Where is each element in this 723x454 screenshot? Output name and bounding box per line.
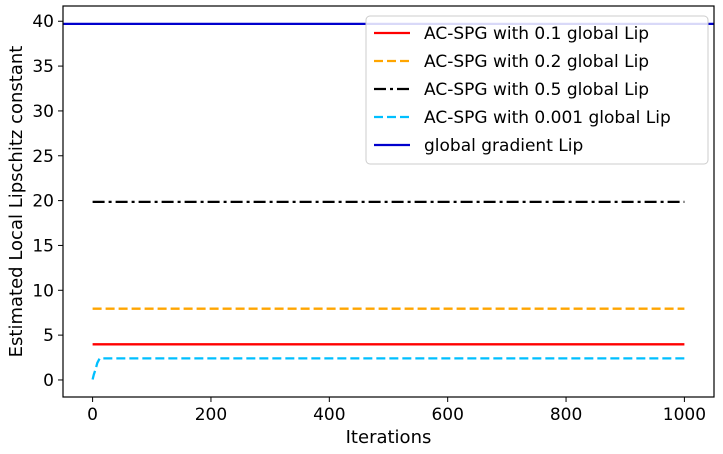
x-axis: 0 200 400 600 800 1000	[87, 397, 706, 425]
legend-box	[365, 15, 709, 165]
y-tick-label: 25	[32, 147, 54, 167]
y-tick-label: 0	[43, 371, 54, 391]
legend-label: AC-SPG with 0.2 global Lip	[424, 52, 649, 72]
y-tick-label: 35	[32, 57, 54, 77]
y-tick-label: 5	[43, 326, 54, 346]
x-tick-label: 600	[431, 405, 463, 425]
legend-label: AC-SPG with 0.5 global Lip	[424, 80, 649, 100]
y-tick-label: 40	[32, 12, 54, 32]
legend-label: AC-SPG with 0.1 global Lip	[424, 24, 649, 44]
x-tick-label: 200	[195, 405, 227, 425]
series-line-4	[91, 357, 685, 380]
y-tick-label: 10	[32, 281, 54, 301]
plot-frame	[62, 5, 715, 398]
y-tick-label: 30	[32, 102, 54, 122]
y-tick-label: 15	[32, 236, 54, 256]
legend-label: AC-SPG with 0.001 global Lip	[424, 108, 671, 128]
x-tick-label: 0	[87, 405, 98, 425]
x-tick-label: 800	[550, 405, 582, 425]
x-tick-label: 1000	[663, 405, 706, 425]
legend: AC-SPG with 0.1 global Lip AC-SPG with 0.…	[365, 15, 709, 165]
legend-label: global gradient Lip	[424, 136, 583, 156]
y-axis: 0 5 10 15 20 25 30 35 40	[32, 12, 63, 391]
y-axis-label: Estimated Local Lipschitz constant	[6, 46, 27, 358]
y-tick-label: 20	[32, 192, 54, 212]
x-tick-label: 400	[313, 405, 345, 425]
x-axis-label: Iterations	[346, 427, 432, 448]
